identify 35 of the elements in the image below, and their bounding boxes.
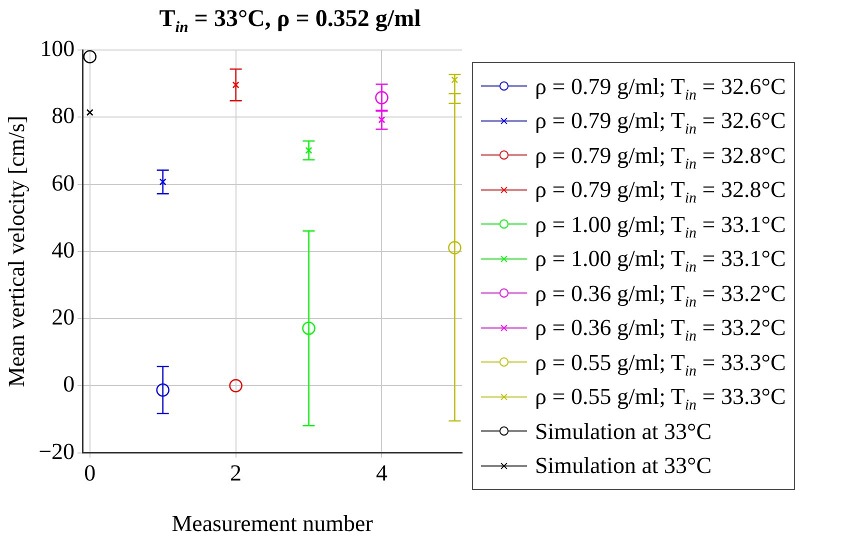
point — [86, 108, 94, 116]
legend-label: ρ = 1.00 g/ml; T$_{in}$ = 33.1°C — [535, 212, 786, 242]
point — [375, 91, 388, 104]
x-axis-title: Measurement number — [172, 511, 374, 536]
point — [451, 76, 458, 84]
y-tick-label: 0 — [63, 372, 75, 397]
x-tick-label: 2 — [230, 460, 242, 486]
legend-label: ρ = 0.55 g/ml; T$_{in}$ = 33.3°C — [535, 350, 786, 380]
legend-label: ρ = 0.79 g/ml; T$_{in}$ = 32.8°C — [535, 142, 786, 172]
y-tick-label: 60 — [52, 170, 75, 196]
legend-label: ρ = 0.36 g/ml; T$_{in}$ = 33.2°C — [535, 280, 786, 310]
point — [156, 383, 170, 397]
point — [302, 322, 316, 335]
legend-label: Simulation at 33°C — [535, 418, 712, 444]
legend-label: ρ = 0.79 g/ml; T$_{in}$ = 32.6°C — [535, 108, 786, 138]
y-tick-label: 20 — [52, 304, 75, 330]
y-tick-label: 40 — [52, 237, 75, 262]
legend-label: ρ = 0.79 g/ml; T$_{in}$ = 32.8°C — [535, 177, 786, 207]
point — [159, 178, 166, 186]
chart-title: T$_{in}$ = 33°C, ρ = 0.352 g/ml — [158, 6, 422, 36]
point — [448, 241, 462, 254]
point — [232, 81, 240, 88]
legend-label: ρ = 0.36 g/ml; T$_{in}$ = 33.2°C — [535, 315, 786, 345]
y-tick-label: 80 — [52, 103, 75, 128]
legend-label: ρ = 1.00 g/ml; T$_{in}$ = 33.1°C — [535, 246, 786, 276]
legend-label: ρ = 0.79 g/ml; T$_{in}$ = 32.6°C — [535, 74, 786, 104]
legend-label: Simulation at 33°C — [535, 453, 712, 478]
y-tick-label: −20 — [38, 438, 75, 464]
y-tick-label: 100 — [40, 36, 75, 62]
point — [229, 379, 242, 392]
x-tick-label: 4 — [376, 460, 388, 486]
x-tick-label: 0 — [84, 460, 96, 486]
y-axis-title: Mean vertical velocity [cm/s] — [4, 116, 29, 388]
legend-label: ρ = 0.55 g/ml; T$_{in}$ = 33.3°C — [535, 384, 786, 414]
point — [83, 50, 97, 64]
